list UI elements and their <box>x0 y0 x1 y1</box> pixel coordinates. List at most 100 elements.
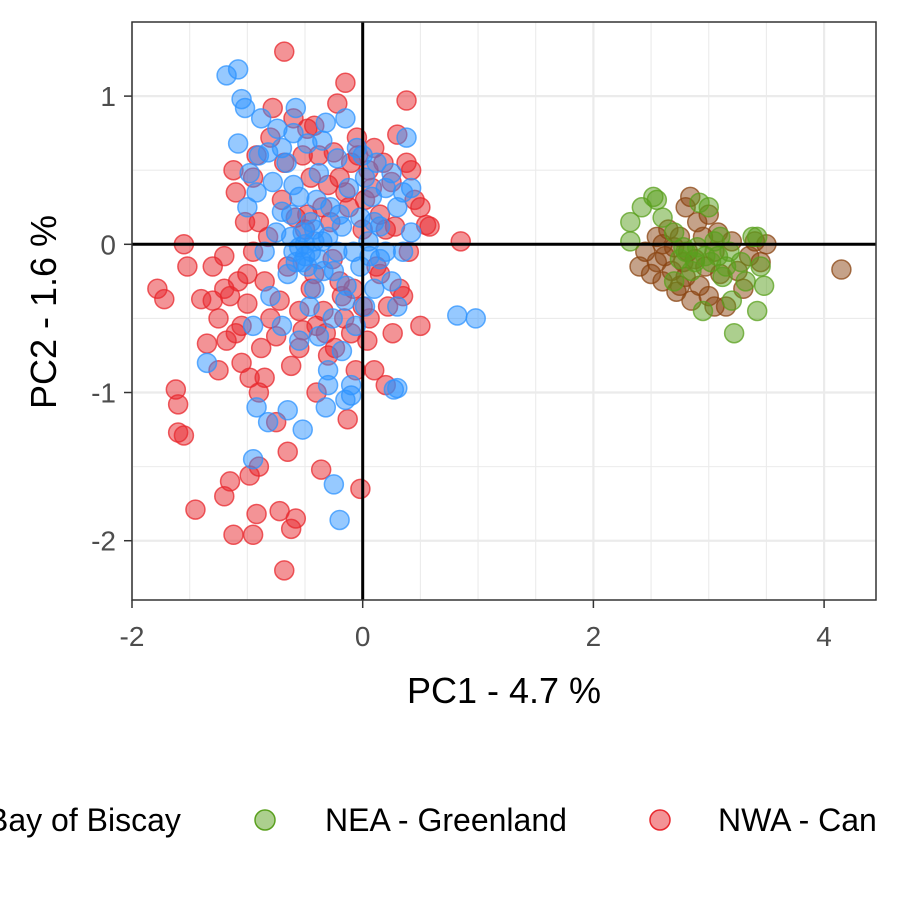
data-point <box>239 162 260 184</box>
data-points <box>147 41 852 581</box>
data-point <box>396 90 417 111</box>
data-point <box>262 171 283 193</box>
data-point <box>447 305 468 326</box>
data-point <box>280 355 302 377</box>
data-point <box>227 133 249 154</box>
x-tick-label: -2 <box>120 621 145 652</box>
data-point <box>239 367 260 388</box>
data-point <box>363 360 385 381</box>
data-point <box>257 411 279 433</box>
x-tick-label: 4 <box>816 621 832 652</box>
data-point <box>280 204 302 225</box>
data-point <box>308 325 330 347</box>
legend-key-nwa-canada <box>649 809 671 831</box>
data-point <box>350 478 371 500</box>
data-point <box>450 231 471 252</box>
data-point <box>363 211 385 233</box>
data-point <box>274 560 295 581</box>
data-point <box>327 241 348 262</box>
data-point <box>274 41 295 62</box>
data-point <box>750 256 771 277</box>
data-point <box>663 271 685 292</box>
data-point <box>322 308 343 329</box>
data-point <box>381 271 402 292</box>
y-axis-ticks: 1 0 -1 -2 <box>91 81 132 557</box>
data-point <box>260 285 281 307</box>
data-point <box>173 425 195 446</box>
data-point <box>285 97 307 119</box>
data-point <box>329 204 350 225</box>
data-point <box>246 503 267 525</box>
data-point <box>242 524 264 546</box>
data-point <box>202 256 223 277</box>
data-point <box>237 293 258 314</box>
data-point <box>177 256 198 277</box>
data-point <box>383 379 405 400</box>
data-point <box>308 248 330 270</box>
data-point <box>335 72 356 94</box>
data-point <box>400 177 422 199</box>
data-point <box>246 182 267 203</box>
data-point <box>227 59 249 80</box>
x-tick-label: 2 <box>586 621 602 652</box>
x-axis-ticks: -2 0 2 4 <box>120 600 832 652</box>
data-point <box>692 300 714 322</box>
data-point <box>315 397 337 418</box>
y-axis-title: PC2 - 1.6 % <box>23 215 64 409</box>
data-point <box>753 275 775 297</box>
data-point <box>396 127 417 148</box>
data-point <box>329 509 350 531</box>
data-point <box>306 189 327 211</box>
data-point <box>340 385 362 406</box>
data-point <box>304 278 325 300</box>
y-tick-label: 1 <box>100 81 116 112</box>
data-point <box>223 524 244 546</box>
data-point <box>331 340 353 362</box>
data-point <box>277 400 298 421</box>
data-point <box>400 159 422 181</box>
data-point <box>354 296 376 317</box>
data-point <box>419 216 440 237</box>
data-point <box>312 130 333 151</box>
data-point <box>323 474 345 495</box>
data-point <box>354 167 376 188</box>
data-point <box>271 137 293 159</box>
data-point <box>336 275 357 297</box>
data-point <box>285 508 307 529</box>
x-axis-title: PC1 - 4.7 % <box>407 670 601 711</box>
data-point <box>387 296 408 317</box>
data-point <box>410 315 431 337</box>
data-point <box>327 148 348 169</box>
data-point <box>400 222 422 243</box>
data-point <box>317 226 339 248</box>
data-point <box>248 145 270 166</box>
data-point <box>465 308 486 329</box>
legend: Bay of Biscay NEA - Greenland NWA - Can <box>0 802 877 838</box>
legend-label-nea-greenland: NEA - Greenland <box>325 802 567 838</box>
data-point <box>214 278 235 300</box>
data-point <box>382 322 403 344</box>
data-point <box>710 226 731 248</box>
data-point <box>310 459 332 480</box>
data-point <box>208 308 229 329</box>
data-point <box>185 499 206 520</box>
data-point <box>196 352 218 374</box>
data-point <box>216 330 237 351</box>
data-point <box>196 333 218 354</box>
data-point <box>246 397 267 418</box>
data-point <box>831 259 852 280</box>
data-point <box>242 315 264 337</box>
data-point <box>154 288 175 310</box>
data-point <box>410 197 431 218</box>
legend-key-nea-greenland <box>254 809 276 831</box>
data-point <box>283 174 304 196</box>
legend-label-bay-of-biscay: Bay of Biscay <box>0 802 181 838</box>
data-point <box>698 197 719 218</box>
data-point <box>335 108 356 129</box>
data-point <box>730 251 752 273</box>
data-point <box>721 290 743 311</box>
legend-label-nwa-canada: NWA - Can <box>718 802 877 838</box>
data-point <box>735 271 756 292</box>
data-point <box>673 237 694 258</box>
